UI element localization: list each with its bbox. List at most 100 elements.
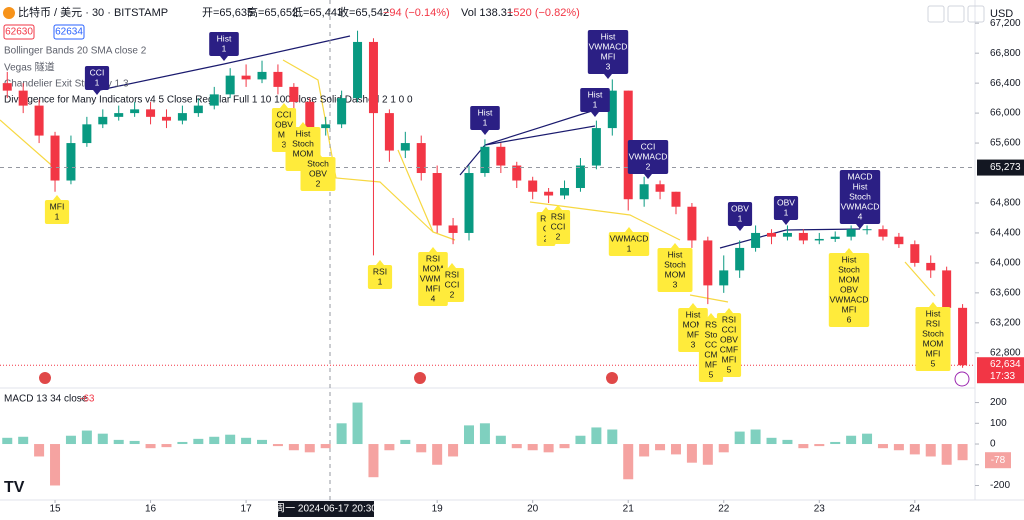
histogram-bar [511,444,522,449]
candle-body [257,71,267,80]
histogram-bar [129,440,140,445]
label-text: 3 [606,61,611,71]
y-tick-label: 66,800 [990,48,1021,59]
histogram-bar [782,439,793,445]
x-tick-label: 23 [814,504,826,515]
label-text: MFI [722,354,737,364]
label-text: OBV [309,168,327,178]
histogram-bar [432,444,443,465]
label-text: Hist [478,107,493,117]
label-text: CCI [722,324,737,334]
histogram-bar [368,444,379,478]
label-text: MFI [50,201,65,211]
label-text: 2 [316,178,321,188]
volume: Vol 138.31 [461,7,513,19]
label-pointer [856,224,864,229]
indicator-legend[interactable]: Chandelier Exit Strategy 1 3 [4,79,129,90]
histogram-bar [702,444,713,465]
currency[interactable]: USD [990,8,1013,20]
label-text: Hist [668,249,683,259]
histogram-bar [941,444,952,465]
ask: 62634 [55,27,83,38]
ohlc-high: 高=65,652 [247,5,298,19]
label-text: 1 [55,211,60,221]
indicator-legend[interactable]: Divergence for Many Indicators v4 5 Clos… [4,95,413,106]
scroll-button[interactable] [947,5,965,23]
histogram-bar [241,437,252,445]
label-text: OBV [720,334,738,344]
event-icon[interactable] [414,372,426,384]
candle-body [193,105,203,114]
symbol[interactable]: 比特币 / 美元 · 30 · BITSTAMP [18,5,168,19]
histogram-bar [18,436,29,445]
label-text: MFI [926,348,941,358]
candle-body [782,232,792,237]
ask-box[interactable] [53,24,85,40]
candle-body [560,188,570,196]
y-tick-label: 64,000 [990,258,1021,269]
label-text: Stoch [664,259,686,269]
event-icon[interactable] [39,372,51,384]
label-text: CCI [277,109,292,119]
candle-body [814,238,824,241]
label-box [300,157,336,191]
histogram-bar [272,444,283,447]
label-text: RSI [551,211,565,221]
candle-body [289,86,299,102]
change: −94 (−0.14%) [383,7,450,19]
label-text: RSI [722,314,736,324]
bid-box[interactable] [3,24,35,40]
candle-body [34,105,44,136]
label-text: CMF [720,344,738,354]
candle-body [655,184,665,192]
scroll-button[interactable] [927,5,945,23]
event-icon[interactable] [606,372,618,384]
label-text: RSI [445,269,459,279]
label-text: 6 [847,314,852,324]
label-text: 1 [483,117,488,127]
label-box [608,232,650,256]
label-text: CCI [551,221,566,231]
label-pointer [725,308,733,313]
indicator-legend[interactable]: Bollinger Bands 20 SMA close 2 [4,46,147,57]
label-pointer [481,130,489,135]
candle-body [942,270,952,308]
candle-body [321,124,331,129]
label-box [915,307,951,371]
candle-body [639,184,649,200]
label-text: MOM [665,269,686,279]
label-pointer [220,56,228,61]
label-text: 2 [450,289,455,299]
label-box [580,88,610,112]
candle-body [910,244,920,263]
histogram-bar [798,444,809,449]
histogram-bar [639,444,650,457]
histogram-bar [2,437,13,445]
histogram-bar [81,430,92,445]
histogram-bar [877,444,888,449]
candle-body [512,165,522,181]
histogram-bar [957,444,968,461]
candle-body [607,90,617,129]
label-text: Sto [705,329,718,339]
histogram-bar [304,444,315,453]
label-box [828,253,870,327]
candle-body [273,71,283,87]
candle-body [98,116,108,125]
histogram-bar [909,444,920,455]
histogram-bar [846,435,857,445]
candle-body [130,109,140,114]
label-text: MOM [923,338,944,348]
alert-icon[interactable] [954,371,970,387]
bull-divergence [282,59,434,233]
settings-button[interactable] [967,5,985,23]
candle-body [496,146,506,166]
label-text: VWMA [420,273,447,283]
label-text: Stoch [849,191,871,201]
indicator-legend[interactable]: Vegas 隧道 [4,61,55,74]
